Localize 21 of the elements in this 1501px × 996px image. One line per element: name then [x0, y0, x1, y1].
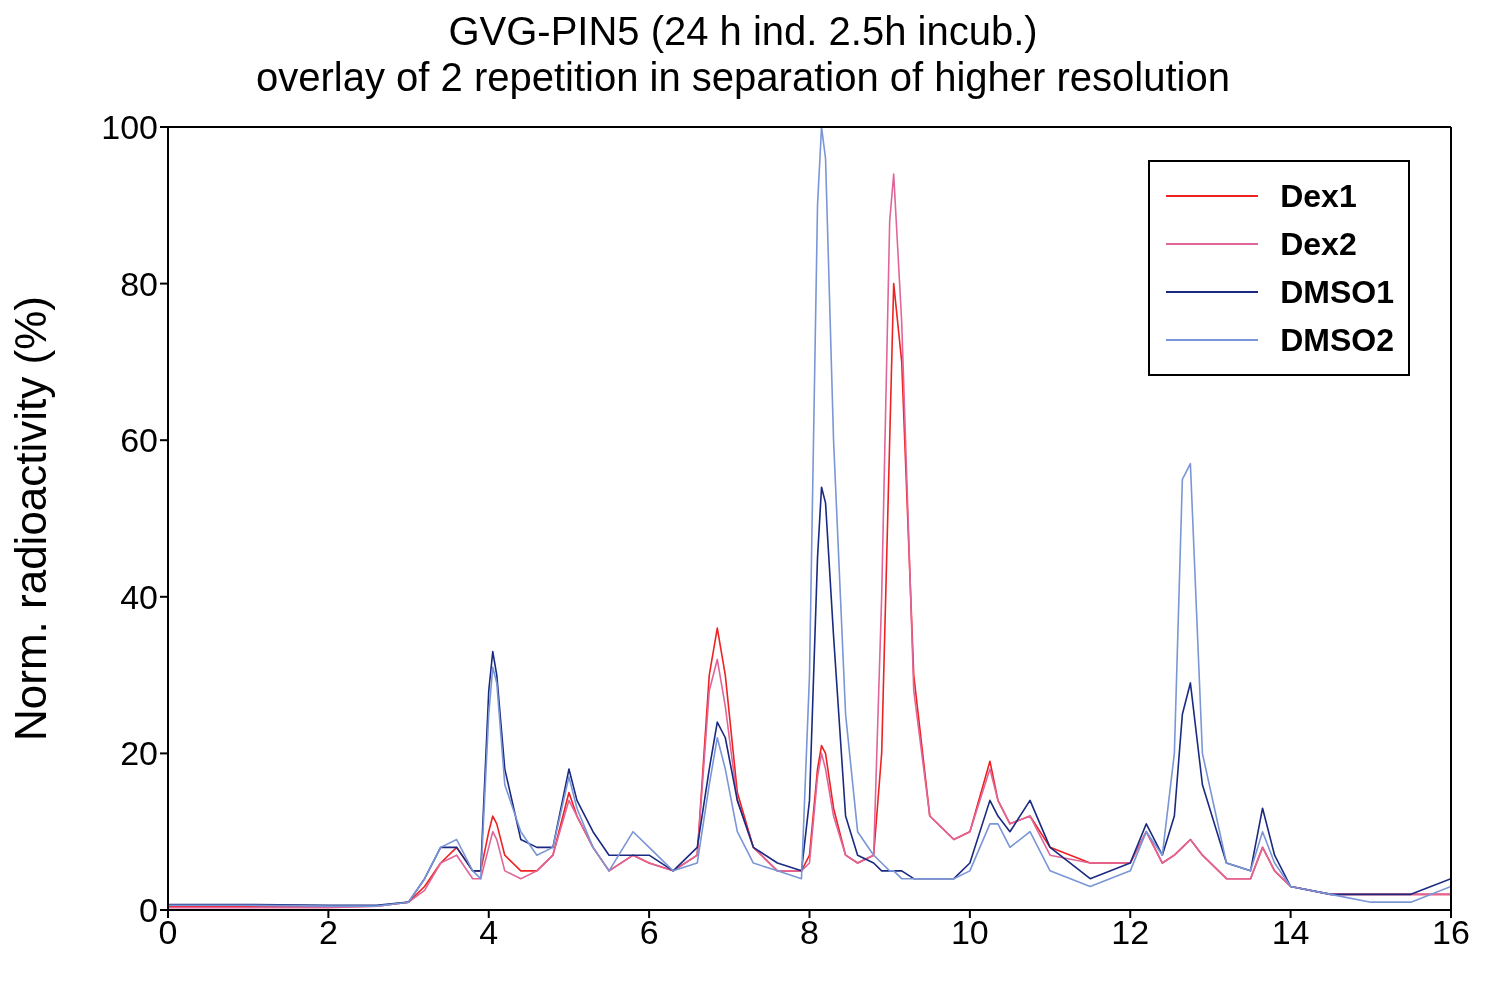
x-tick-label: 10 [950, 913, 989, 952]
legend-label: Dex2 [1280, 225, 1357, 263]
x-tick-label: 6 [639, 913, 659, 952]
x-tick-label: 2 [318, 913, 338, 952]
y-tick-label: 80 [120, 264, 158, 303]
y-tick-label: 40 [120, 577, 158, 616]
x-tick-label: 12 [1111, 913, 1150, 952]
x-tick-label: 4 [479, 913, 499, 952]
x-tick-label: 14 [1271, 913, 1310, 952]
x-tick-label: 8 [800, 913, 819, 952]
legend-label: DMSO1 [1280, 273, 1394, 311]
legend-label: DMSO2 [1280, 321, 1394, 359]
y-tick-label: 20 [120, 734, 158, 773]
chart-title: GVG-PIN5 (24 h ind. 2.5h incub.) [447, 8, 1039, 54]
legend-label: Dex1 [1280, 177, 1357, 215]
y-tick-label: 100 [101, 108, 158, 147]
chart-subtitle: overlay of 2 repetition in separation of higher resolution [255, 54, 1231, 100]
y-tick-label: 60 [120, 421, 158, 460]
y-axis-title: Norm. radioactivity (%) [5, 296, 55, 741]
line-series [168, 486, 1451, 907]
x-tick-label: 16 [1432, 913, 1470, 952]
